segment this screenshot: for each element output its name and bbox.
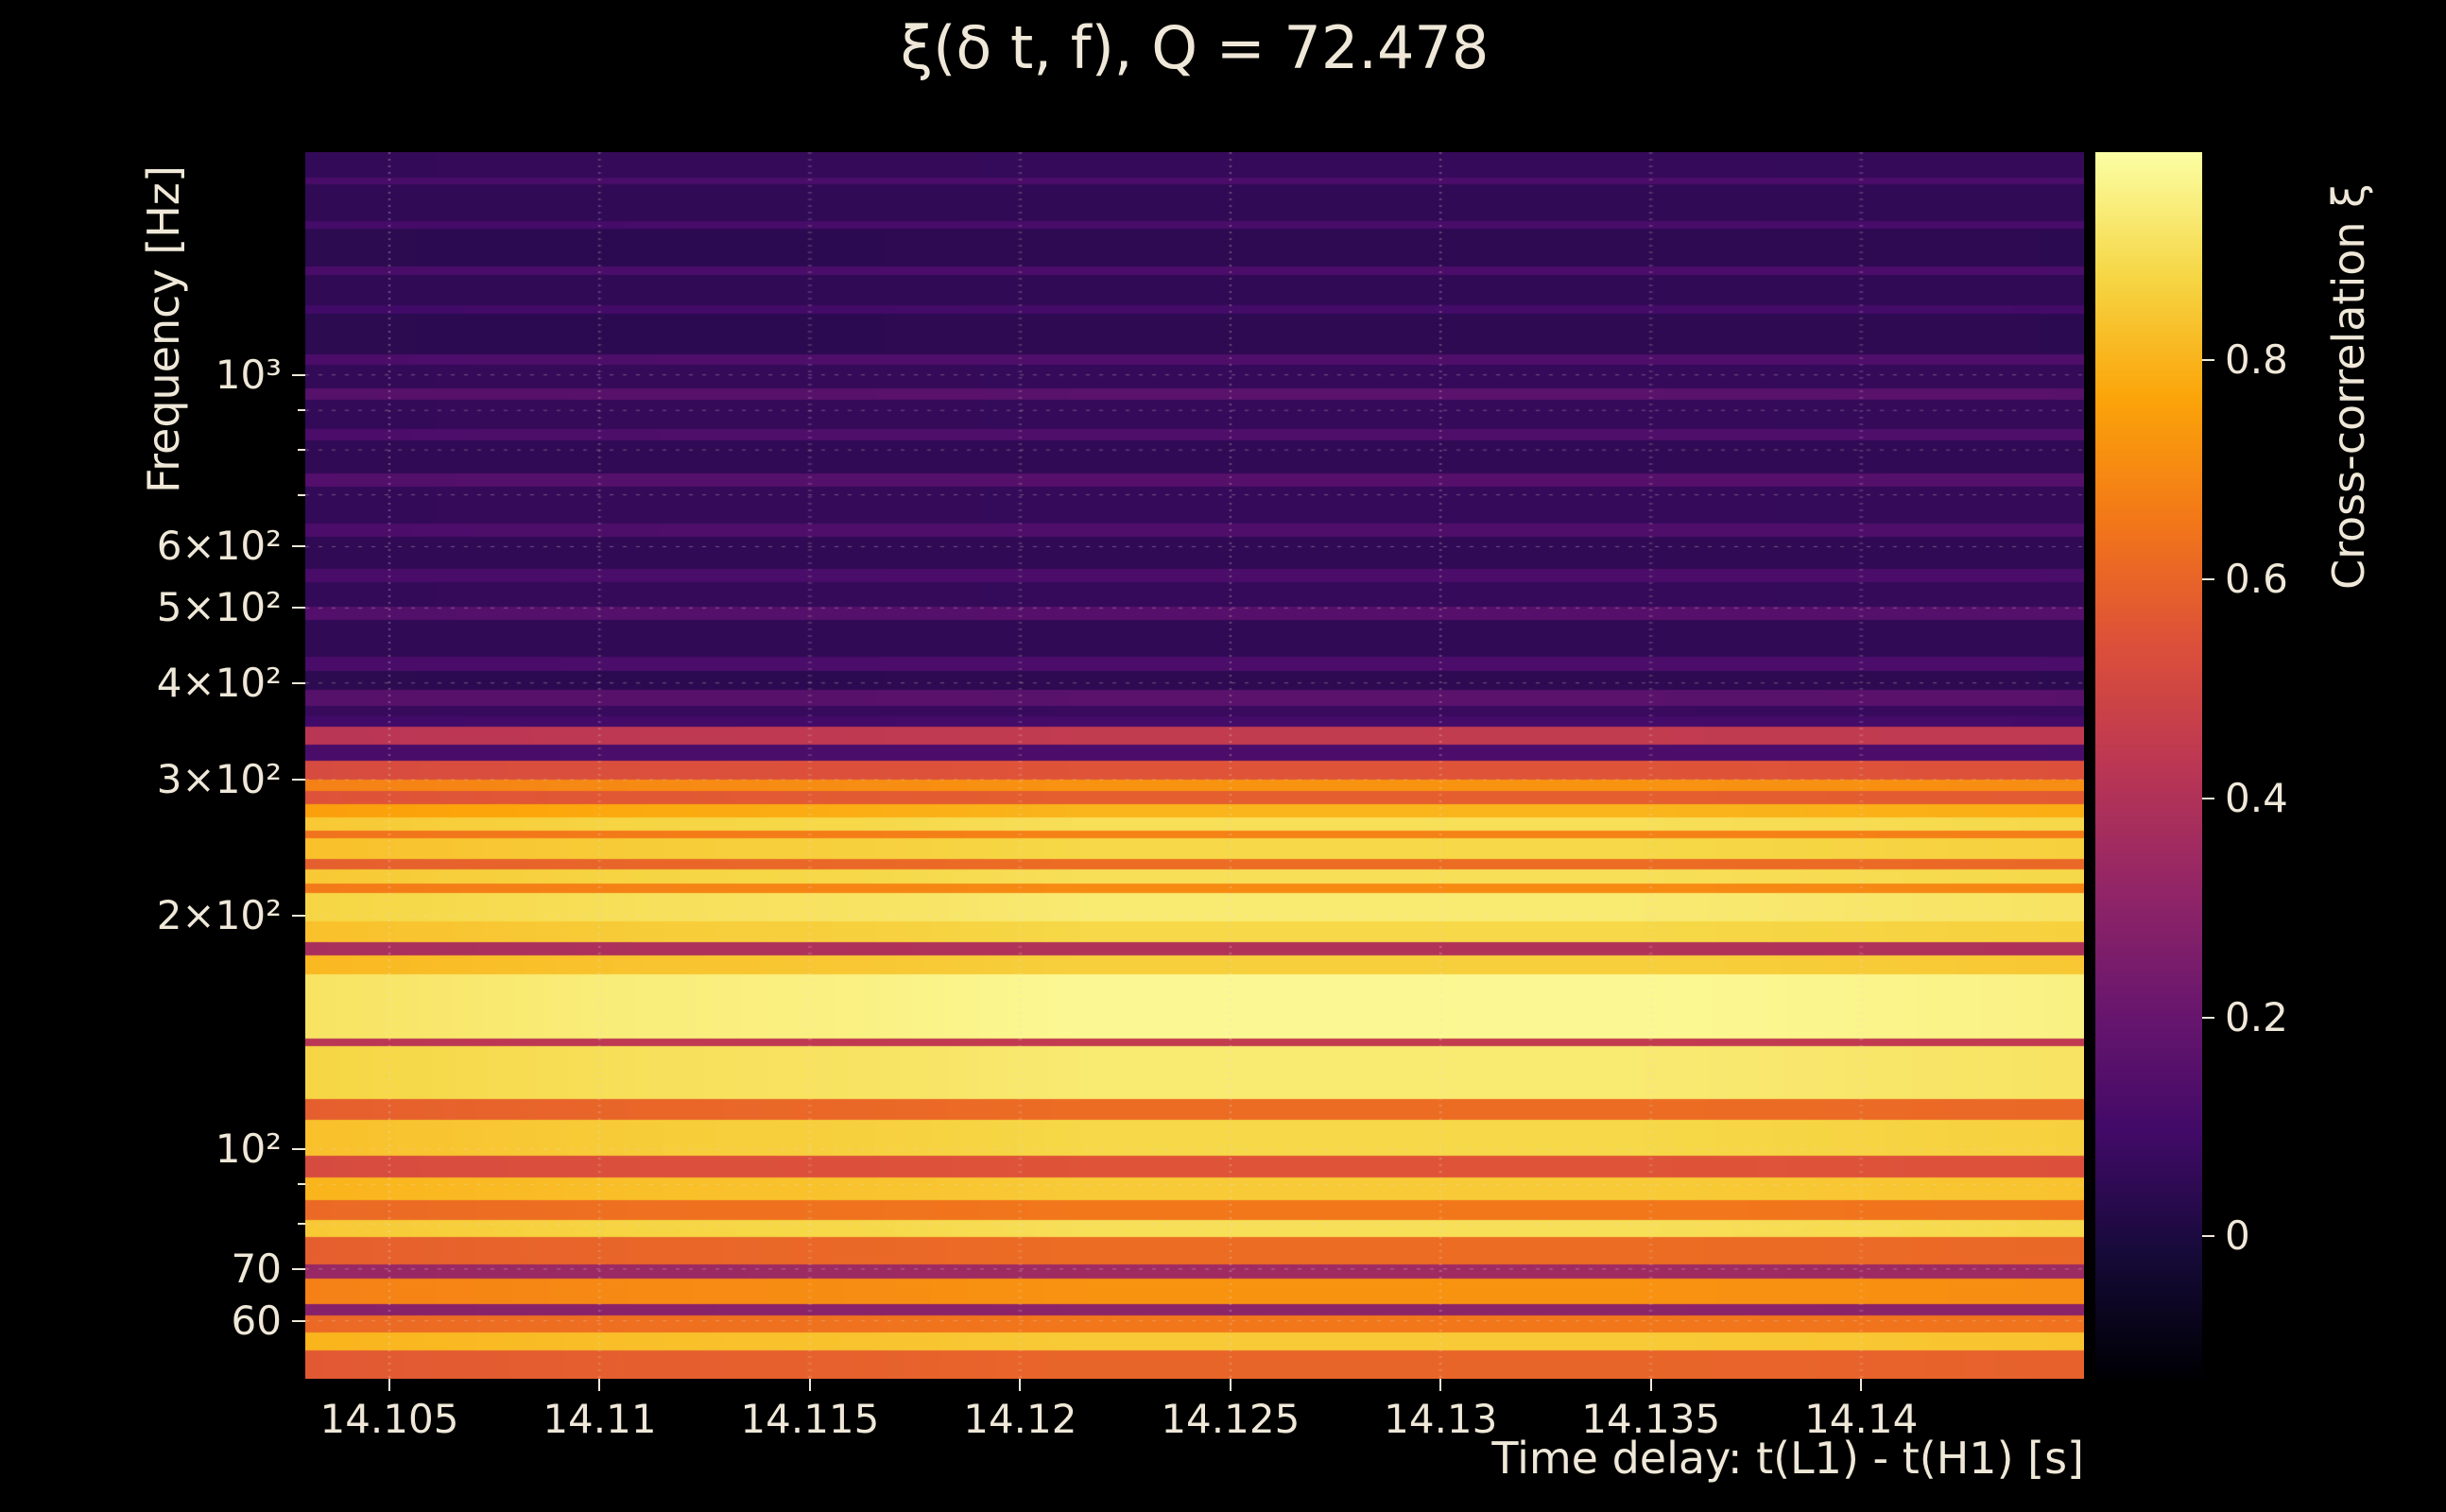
x-axis-label: Time delay: t(L1) - t(H1) [s] bbox=[1491, 1433, 2084, 1484]
y-tick-label: 70 bbox=[231, 1245, 282, 1292]
x-tick-mark bbox=[1439, 1379, 1442, 1391]
y-axis-label: Frequency [Hz] bbox=[138, 165, 189, 493]
x-tick-label: 14.115 bbox=[740, 1396, 880, 1442]
y-tick-mark bbox=[298, 409, 305, 412]
y-tick-mark bbox=[292, 915, 305, 918]
y-tick-label: 60 bbox=[231, 1297, 282, 1344]
colorbar-tick-label: 0.6 bbox=[2225, 555, 2288, 602]
y-tick-mark bbox=[292, 373, 305, 376]
x-tick-mark bbox=[1649, 1379, 1652, 1391]
y-tick-label: 3×10² bbox=[156, 756, 282, 803]
y-tick-mark bbox=[292, 681, 305, 684]
colorbar-tick-label: 0.4 bbox=[2225, 774, 2288, 821]
y-tick-mark bbox=[292, 1267, 305, 1270]
heatmap-plot bbox=[305, 152, 2084, 1379]
y-tick-mark bbox=[298, 449, 305, 452]
x-tick-label: 14.105 bbox=[319, 1396, 459, 1442]
colorbar-tick-mark bbox=[2202, 577, 2214, 580]
colorbar-canvas bbox=[2095, 152, 2202, 1379]
x-tick-mark bbox=[808, 1379, 811, 1391]
colorbar-tick-label: 0.8 bbox=[2225, 336, 2288, 384]
colorbar bbox=[2095, 152, 2202, 1379]
y-tick-mark bbox=[292, 779, 305, 782]
y-tick-label: 2×10² bbox=[156, 892, 282, 939]
colorbar-tick-mark bbox=[2202, 797, 2214, 799]
x-tick-label: 14.11 bbox=[543, 1396, 657, 1442]
y-tick-label: 6×10² bbox=[156, 523, 282, 570]
x-tick-label: 14.135 bbox=[1581, 1396, 1721, 1442]
chart-title: ξ(δ t, f), Q = 72.478 bbox=[900, 13, 1490, 82]
colorbar-tick-mark bbox=[2202, 359, 2214, 362]
colorbar-tick-mark bbox=[2202, 1235, 2214, 1238]
x-tick-label: 14.125 bbox=[1161, 1396, 1301, 1442]
colorbar-label: Cross-correlation ξ bbox=[2323, 183, 2374, 590]
y-tick-mark bbox=[298, 1223, 305, 1226]
x-tick-mark bbox=[1229, 1379, 1232, 1391]
y-tick-mark bbox=[292, 545, 305, 548]
x-tick-mark bbox=[1019, 1379, 1022, 1391]
y-tick-mark bbox=[292, 607, 305, 610]
x-tick-mark bbox=[388, 1379, 390, 1391]
colorbar-tick-label: 0 bbox=[2225, 1212, 2250, 1260]
y-tick-label: 5×10² bbox=[156, 584, 282, 631]
y-tick-label: 10² bbox=[215, 1125, 282, 1172]
y-tick-label: 4×10² bbox=[156, 659, 282, 706]
x-tick-label: 14.14 bbox=[1804, 1396, 1919, 1442]
colorbar-tick-mark bbox=[2202, 1016, 2214, 1019]
x-tick-label: 14.12 bbox=[963, 1396, 1077, 1442]
y-tick-mark bbox=[298, 1183, 305, 1186]
heatmap-canvas bbox=[305, 152, 2084, 1379]
y-tick-mark bbox=[298, 493, 305, 496]
x-tick-mark bbox=[598, 1379, 601, 1391]
x-tick-label: 14.13 bbox=[1384, 1396, 1498, 1442]
y-tick-label: 10³ bbox=[215, 351, 282, 398]
colorbar-tick-label: 0.2 bbox=[2225, 993, 2288, 1040]
y-tick-mark bbox=[292, 1319, 305, 1322]
x-tick-mark bbox=[1860, 1379, 1863, 1391]
y-tick-mark bbox=[292, 1147, 305, 1150]
